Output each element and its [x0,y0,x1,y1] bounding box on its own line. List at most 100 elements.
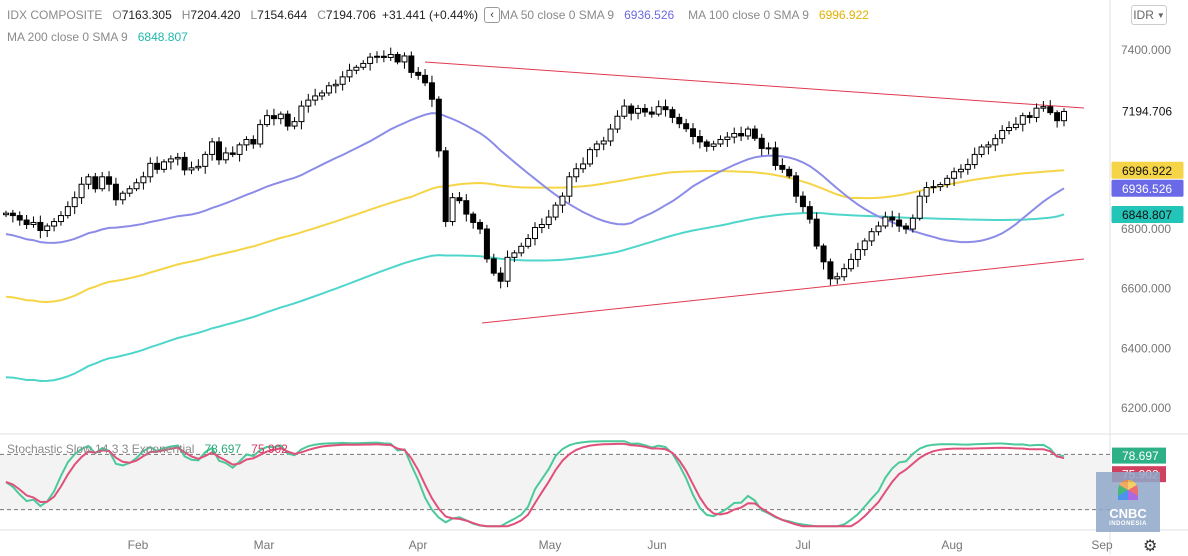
candle-body [161,161,168,170]
ma100-price-label: 6996.922 [1122,164,1172,178]
stoch-k-tag-bg [1112,447,1166,464]
candle-body [319,92,326,97]
candle-body [1012,123,1019,129]
candle-body [133,182,140,190]
candle-body [422,74,429,84]
candle-body [284,113,291,127]
x-tick-label: Apr [409,538,428,552]
candle-body [985,144,992,148]
candle-body [346,69,353,78]
candle-body [298,105,305,123]
candle-body [174,156,181,160]
candle-body [683,123,690,130]
candle-body [1040,106,1047,109]
candle-body [937,184,944,188]
x-tick-label: Feb [128,538,149,552]
candle-body [497,272,504,282]
candle-body [518,245,525,254]
candle-body [696,136,703,143]
stoch-d-line [5,442,1065,528]
candle-body [250,139,257,145]
last-price-label-bg [1111,102,1184,120]
ma200-value: 6848.807 [137,30,188,44]
candle-body [1026,115,1033,118]
candle-body [621,105,628,117]
candle-body [820,245,827,263]
candle-body [834,276,841,280]
candle-body [367,56,374,64]
upper-trendline [424,61,1085,109]
candle-body [793,175,800,197]
candle-body [332,83,339,87]
candle-body [1047,106,1054,114]
candle-body [483,228,490,260]
collapse-chevron-icon[interactable]: ‹ [484,7,501,23]
currency-label: IDR [1133,8,1154,22]
open-label: O [112,8,122,22]
candle-body [64,206,71,217]
candle-body [243,139,250,146]
candle-body [456,197,463,202]
candle-body [147,162,154,178]
candle-body [325,85,332,94]
candle-body [944,177,951,186]
candle-body [731,133,738,138]
candle-body [490,258,497,274]
candle-body [662,106,669,111]
candle-body [813,218,820,247]
candle-body [875,225,882,233]
candle-body [78,183,85,199]
candle-body [360,62,367,68]
candle-body [181,156,188,171]
candle-body [277,113,284,120]
candle-body [442,150,449,223]
y-tick-label: 6400.000 [1121,341,1171,355]
candle-body [635,107,642,114]
candle-body [889,216,896,221]
candle-body [641,107,648,113]
ohlc-legend: IDX COMPOSITE O 7163.305 H 7204.420 L 7154.… [7,7,869,23]
candle-body [291,121,298,127]
currency-selector[interactable]: IDR ▼ [1131,5,1167,25]
candle-body [799,195,806,208]
candle-body [1054,112,1061,122]
ma200-legend: MA 200 close 0 SMA 9 6848.807 [7,30,188,44]
x-tick-label: Jun [647,538,666,552]
x-tick-label: Sep [1091,538,1113,552]
candle-body [195,165,202,169]
candle-body [264,115,271,126]
candle-body [1061,110,1067,122]
candle-body [744,128,751,137]
candle-body [202,153,209,167]
ma100-line [5,169,1065,304]
stochastic-legend: Stochastic Slow 14 3 3 Exponential 78.69… [7,442,288,456]
candle-body [85,176,92,185]
candle-body [655,106,662,115]
close-value: 7194.706 [325,8,376,22]
candle-body [738,133,745,137]
candle-body [902,225,909,230]
stoch-k-line [5,440,1065,528]
candle-body [167,158,174,163]
ma50-price-label-bg [1111,179,1184,197]
close-label: C [317,8,326,22]
ma50-price-label: 6936.526 [1122,182,1172,196]
candle-body [923,187,930,197]
candle-body [71,197,78,208]
candle-body [470,213,477,223]
candle-body [710,143,717,147]
candle-body [607,128,614,142]
candle-body [538,224,545,229]
candle-body [215,141,222,161]
ma50-value: 6936.526 [624,8,675,22]
candle-body [909,217,916,230]
x-tick-label: Mar [254,538,275,552]
stoch-band [0,454,1110,510]
candle-body [703,141,710,147]
gear-icon[interactable]: ⚙ [1143,538,1158,555]
candle-body [99,176,106,190]
y-tick-label: 6600.000 [1121,282,1171,296]
candle-body [57,215,64,223]
candle-body [30,221,37,226]
